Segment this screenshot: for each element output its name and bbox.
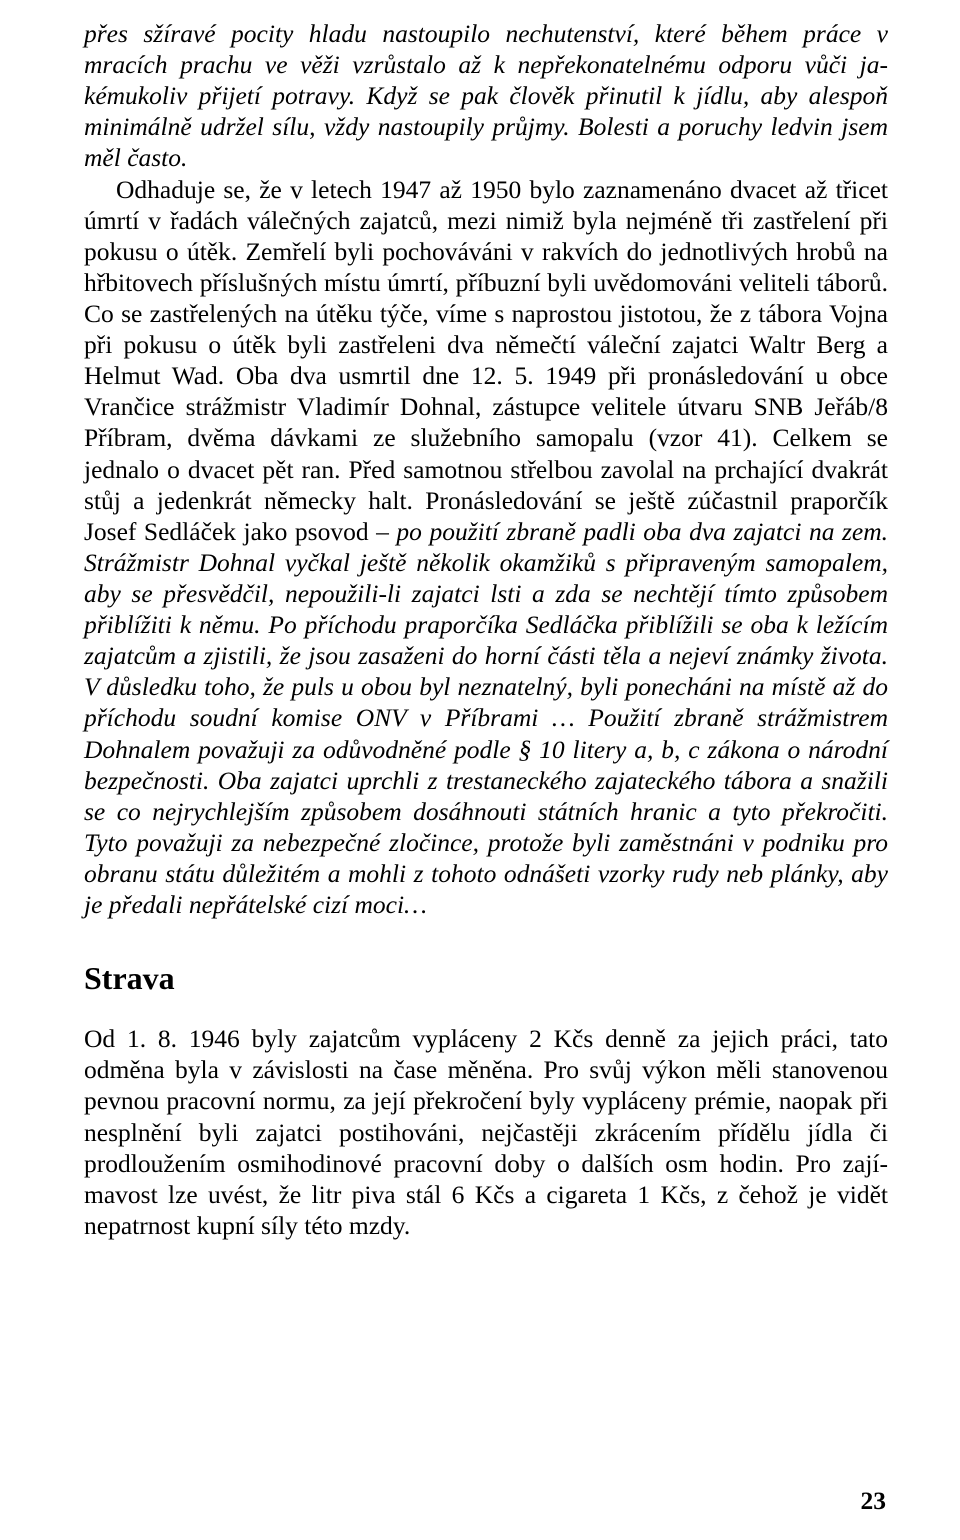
body-p1-italic: přes sžíravé pocity hladu nastoupilo nec… xyxy=(84,19,888,172)
section-heading-strava: Strava xyxy=(84,960,888,997)
body-paragraph-1: přes sžíravé pocity hladu nastoupilo nec… xyxy=(84,18,888,174)
body-p2-roman: Odhaduje se, že v letech 1947 až 1950 by… xyxy=(84,175,888,546)
page-number: 23 xyxy=(861,1486,887,1516)
body-p2-italic: po použití zbraně padli oba dva zajatci … xyxy=(84,517,888,919)
body-paragraph-2: Odhaduje se, že v letech 1947 až 1950 by… xyxy=(84,174,888,921)
body-paragraph-3: Od 1. 8. 1946 byly zajatcům vypláceny 2 … xyxy=(84,1023,888,1241)
document-page: přes sžíravé pocity hladu nastoupilo nec… xyxy=(0,0,960,1540)
